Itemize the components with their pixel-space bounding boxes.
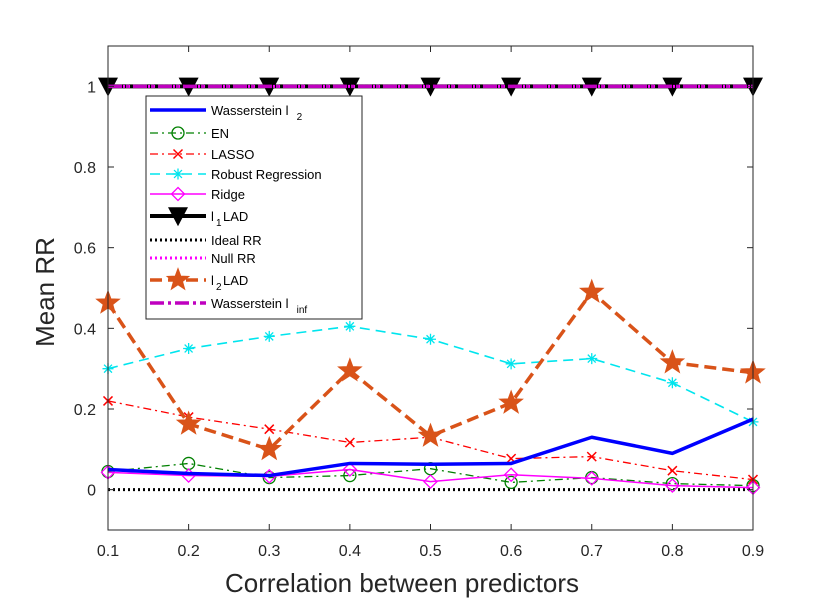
legend-label-wasserstein-linf: Wasserstein l (211, 296, 289, 311)
point-ridge-5 (503, 467, 519, 483)
x-tick-label-6: 0.7 (581, 543, 603, 560)
y-tick-label-4: 0.8 (74, 160, 96, 177)
legend-label-l1-lad: l (211, 209, 214, 224)
point-lasso-2 (264, 424, 275, 435)
legend-entry-ideal-rr: Ideal RR (150, 233, 262, 248)
legend-marker-l2-lad (165, 267, 191, 291)
x-tick-label-3: 0.4 (339, 543, 361, 560)
legend-label-wasserstein-l2: Wasserstein l (211, 103, 289, 118)
x-axis-label: Correlation between predictors (225, 568, 579, 598)
legend-subscript-l1-lad: 1 (216, 218, 222, 229)
point-robust-regression-4 (425, 333, 436, 345)
x-tick-label-0: 0.1 (97, 543, 119, 560)
point-ridge-4 (423, 474, 438, 490)
legend-subscript-l2-lad: 2 (216, 282, 222, 293)
legend-subscript-wasserstein-l2: 2 (297, 112, 303, 123)
legend-label-ridge: Ridge (211, 187, 245, 202)
point-robust-regression-1 (183, 343, 195, 354)
legend-marker-l1-lad (168, 207, 188, 227)
legend-label-en: EN (211, 126, 229, 141)
point-l2-lad-7 (659, 349, 686, 374)
point-lasso-3 (344, 437, 355, 448)
point-l2-lad-1 (175, 410, 202, 435)
point-ridge-3 (342, 462, 358, 477)
point-en-7 (665, 476, 680, 491)
legend-marker-en (171, 126, 185, 140)
legend-subscript-wasserstein-linf: inf (297, 305, 308, 316)
legend-entry-ridge: Ridge (150, 186, 245, 202)
x-tick-label-8: 0.9 (742, 543, 764, 560)
legend-entry-en: EN (150, 126, 229, 141)
point-lasso-6 (586, 451, 597, 462)
legend-marker-robust-regression (172, 168, 184, 180)
legend-marker-lasso (172, 148, 184, 160)
point-lasso-7 (667, 465, 678, 476)
point-ridge-6 (584, 470, 600, 486)
legend-entry-robust-regression: Robust Regression (150, 167, 322, 182)
y-axis-label: Mean RR (30, 237, 60, 347)
series-wasserstein-l2 (107, 417, 754, 478)
x-tick-label-4: 0.5 (419, 543, 441, 560)
legend-label-null-rr: Null RR (211, 251, 256, 266)
point-en-5 (504, 475, 518, 490)
point-l2-lad-2 (256, 435, 283, 461)
legend-entry-wasserstein-l2: Wasserstein l 2 (150, 103, 303, 123)
legend-marker-ridge (170, 186, 186, 202)
y-tick-label-2: 0.4 (74, 321, 96, 338)
y-tick-label-3: 0.6 (74, 241, 96, 258)
x-tick-label-5: 0.6 (500, 543, 522, 560)
legend-entry-wasserstein-linf: Wasserstein l inf (150, 296, 307, 316)
legend: Wasserstein l 2 EN LASSO Robust Regression Ri… (145, 95, 363, 320)
x-tick-label-2: 0.3 (258, 543, 280, 560)
point-l2-lad-4 (417, 422, 444, 447)
point-robust-regression-7 (666, 377, 678, 389)
legend-label-lasso: LASSO (211, 147, 254, 162)
point-robust-regression-6 (586, 353, 598, 365)
x-tick-label-7: 0.8 (661, 543, 683, 560)
point-l2-lad-3 (337, 357, 363, 382)
y-tick-label-1: 0.2 (74, 402, 96, 419)
legend-label-ideal-rr: Ideal RR (211, 233, 262, 248)
series-line-en (107, 462, 754, 487)
series-line-l2-lad (106, 290, 754, 452)
point-robust-regression-2 (263, 330, 275, 342)
legend-entry-null-rr: Null RR (150, 251, 256, 266)
legend-suffix-l2-lad: LAD (223, 273, 248, 288)
y-tick-label-5: 1 (87, 79, 96, 96)
y-tick-label-0: 0 (87, 483, 96, 500)
point-l2-lad-5 (498, 389, 524, 414)
x-tick-label-1: 0.2 (178, 543, 200, 560)
ticks-layer: 0.1 0.2 0.3 0.4 0.5 0.6 0.7 0.8 0.9 0 0.2 0.4 0.6 0.8… (74, 46, 764, 560)
legend-suffix-l1-lad: LAD (223, 209, 248, 224)
point-ridge-7 (664, 478, 680, 494)
point-robust-regression-5 (505, 358, 517, 370)
series-line-wasserstein-l2 (107, 417, 754, 478)
point-robust-regression-3 (344, 320, 356, 332)
point-l2-lad-6 (578, 278, 605, 303)
legend-label-l2-lad: l (211, 273, 214, 288)
legend-label-robust-regression: Robust Regression (211, 167, 322, 182)
legend-entry-lasso: LASSO (150, 147, 254, 162)
